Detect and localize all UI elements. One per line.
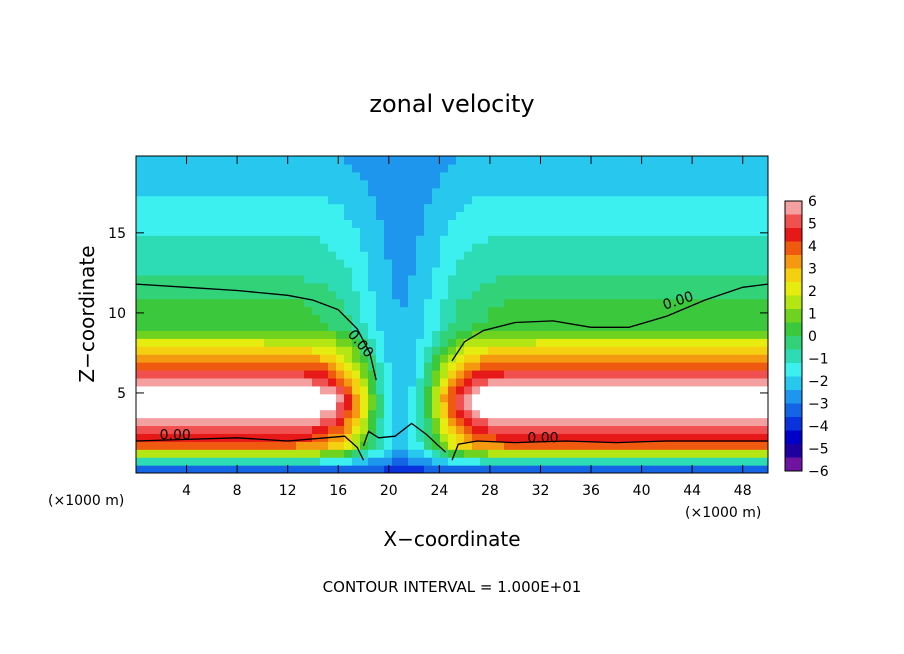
colorbar-swatch [785,282,802,296]
colorbar-tick-label: −1 [808,352,829,368]
x-tick-label: 32 [532,483,550,499]
colorbar-swatch [785,322,802,337]
colorbar-swatch [785,309,802,323]
y-tick-label: 15 [108,226,126,242]
x-tick-label: 8 [233,483,242,499]
x-tick-label: 4 [182,483,191,499]
colorbar-swatch [785,430,802,445]
colorbar-swatch [785,444,802,458]
x-tick-label: 36 [582,483,600,499]
colorbar-swatch [785,268,802,283]
colorbar-tick-label: −6 [808,464,829,480]
colorbar-tick-label: 4 [808,239,817,255]
x-tick-label: 40 [633,483,651,499]
velocity-field [136,156,768,473]
contour-label: 0.00 [527,431,558,447]
x-tick-label: 48 [734,483,752,499]
colorbar-tick-label: 1 [808,307,817,323]
x-axis-ticks: 4 8 12 16 20 24 28 32 36 40 44 48 [182,156,752,499]
colorbar-swatch [785,336,802,350]
x-tick-label: 28 [481,483,499,499]
colorbar-tick-label: −4 [808,419,829,435]
x-tick-label: 12 [279,483,297,499]
colorbar-swatch [785,376,802,391]
colorbar-tick-label: −3 [808,397,829,413]
colorbar-swatch [785,228,802,242]
colorbar-tick-label: 0 [808,329,817,345]
colorbar-tick-label: 5 [808,217,817,233]
x-unit-right: (×1000 m) [685,505,761,521]
contour-line [451,283,768,362]
colorbar-tick-label: −5 [808,442,829,458]
plot-frame [135,155,769,474]
x-axis-label: X−coordinate [383,527,520,551]
x-tick-label: 44 [683,483,701,499]
colorbar-swatch [785,214,802,229]
chart-title: zonal velocity [369,90,534,118]
colorbar-swatch [785,403,802,418]
colorbar-swatch [785,201,802,215]
y-axis-ticks: 5 10 15 [108,226,768,402]
x-tick-label: 16 [329,483,347,499]
contour-line [362,422,447,453]
colorbar-tick-label: 3 [808,262,817,278]
colorbar-swatch [785,417,802,431]
colorbar-tick-label: −2 [808,374,829,390]
contour-line [136,435,365,461]
colorbar-swatch [785,255,802,269]
colorbar-frame [784,200,803,472]
colorbar-swatch [785,241,802,256]
y-tick-label: 5 [117,386,126,402]
contour-interval-note: CONTOUR INTERVAL = 1.000E+01 [323,578,582,596]
colorbar-swatch [785,349,802,364]
colorbar-swatch [785,363,802,377]
colorbar: 6 5 4 3 2 1 0 −1 −2 −3 −4 −5 −6 [784,194,829,480]
plot-area [136,156,768,473]
contour-label: 0.00 [160,427,191,443]
contour-line [136,283,377,381]
colorbar-swatch [785,390,802,404]
colorbar-tick-label: 6 [808,194,817,210]
x-unit-left: (×1000 m) [48,493,124,509]
colorbar-swatch [785,457,802,472]
contour-lines [136,283,768,461]
x-tick-label: 20 [380,483,398,499]
y-axis-label: Z−coordinate [75,245,99,382]
colorbar-swatch [785,295,802,310]
contour-line [451,440,768,461]
y-tick-label: 10 [108,306,126,322]
x-tick-label: 24 [430,483,448,499]
colorbar-tick-label: 2 [808,284,817,300]
